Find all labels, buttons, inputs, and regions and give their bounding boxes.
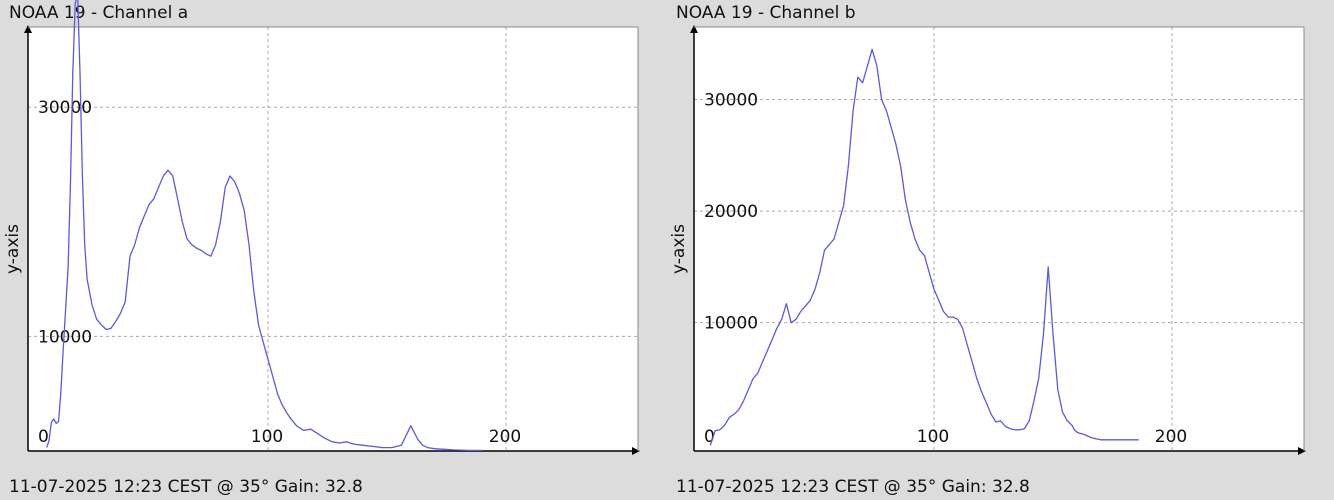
- x-tick-label: 0: [704, 427, 715, 447]
- y-tick-label: 30000: [704, 91, 758, 111]
- chart-plot-a: 0 100 200 10000 30000 y-axis: [3, 0, 640, 455]
- x-axis-arrow: [1298, 447, 1306, 455]
- x-tick-label: 100: [251, 427, 283, 447]
- x-tick-label: 200: [1155, 427, 1187, 447]
- plot-area: [28, 27, 638, 451]
- chart-title: NOAA 19 - Channel a: [9, 3, 189, 23]
- x-tick-label: 0: [38, 427, 49, 447]
- chart-footer: 11-07-2025 12:23 CEST @ 35° Gain: 32.8: [9, 477, 363, 497]
- y-tick-label: 10000: [704, 314, 758, 334]
- chart-title: NOAA 19 - Channel b: [676, 3, 856, 23]
- series-line: [709, 48, 1139, 446]
- y-tick-label: 10000: [38, 327, 92, 347]
- chart-panel-a: NOAA 19 - Channel a 0 100 200 10000 30000 y-a…: [3, 0, 640, 497]
- series-line: [46, 0, 483, 452]
- chart-plot-b: 0 100 200 10000 20000 30000 y-axis: [669, 25, 1306, 455]
- y-axis-label: y-axis: [669, 224, 689, 274]
- y-tick-label: 20000: [704, 202, 758, 222]
- y-axis-label: y-axis: [3, 224, 23, 274]
- y-tick-label: 30000: [38, 98, 92, 118]
- x-tick-label: 100: [917, 427, 949, 447]
- plot-area: [694, 27, 1304, 451]
- chart-footer: 11-07-2025 12:23 CEST @ 35° Gain: 32.8: [676, 477, 1030, 497]
- y-axis-arrow: [24, 25, 32, 33]
- x-axis-arrow: [632, 447, 640, 455]
- chart-panel-b: NOAA 19 - Channel b 0 100 200 10000 20000 300…: [667, 0, 1334, 500]
- x-tick-label: 200: [489, 427, 521, 447]
- y-axis-arrow: [690, 25, 698, 33]
